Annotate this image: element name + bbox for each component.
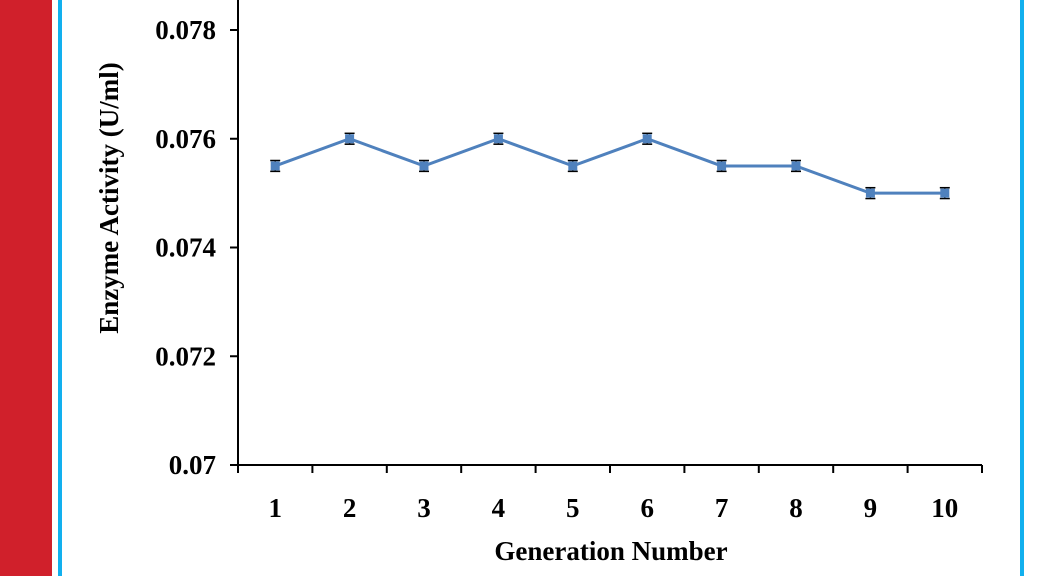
x-axis: 1 2 3 4 5 6 7 8 9 10 — [237, 464, 983, 523]
left-red-band — [0, 0, 52, 576]
y-tick-label: 0.07 — [169, 450, 216, 480]
series-line — [274, 137, 945, 195]
data-point — [419, 161, 429, 171]
x-tick-label: 10 — [931, 493, 958, 523]
x-tick-label: 1 — [268, 493, 282, 523]
x-tick-label: 3 — [417, 493, 431, 523]
y-tick-label: 0.072 — [155, 341, 216, 371]
data-point — [345, 134, 355, 144]
left-blue-border — [58, 0, 62, 576]
data-point — [642, 134, 652, 144]
data-point — [493, 134, 503, 144]
data-point — [717, 161, 727, 171]
data-point — [791, 161, 801, 171]
data-point — [940, 188, 950, 198]
x-tick-label: 5 — [566, 493, 580, 523]
x-tick-label: 7 — [715, 493, 729, 523]
x-tick-label: 4 — [492, 493, 506, 523]
y-tick-label: 0.078 — [155, 15, 216, 45]
x-axis-title: Generation Number — [494, 536, 727, 566]
y-axis: 0.07 0.072 0.074 0.076 0.078 — [155, 0, 239, 480]
y-tick-label: 0.076 — [155, 124, 216, 154]
series-1 — [270, 132, 950, 200]
x-tick-label: 2 — [343, 493, 357, 523]
y-axis-title: Enzyme Activity (U/ml) — [94, 62, 124, 333]
x-tick-label: 9 — [864, 493, 878, 523]
data-point — [568, 161, 578, 171]
data-point — [865, 188, 875, 198]
right-blue-border — [1020, 0, 1024, 576]
x-tick-label: 6 — [640, 493, 654, 523]
x-tick-label: 8 — [789, 493, 803, 523]
y-tick-label: 0.074 — [155, 233, 216, 263]
data-point — [270, 161, 280, 171]
